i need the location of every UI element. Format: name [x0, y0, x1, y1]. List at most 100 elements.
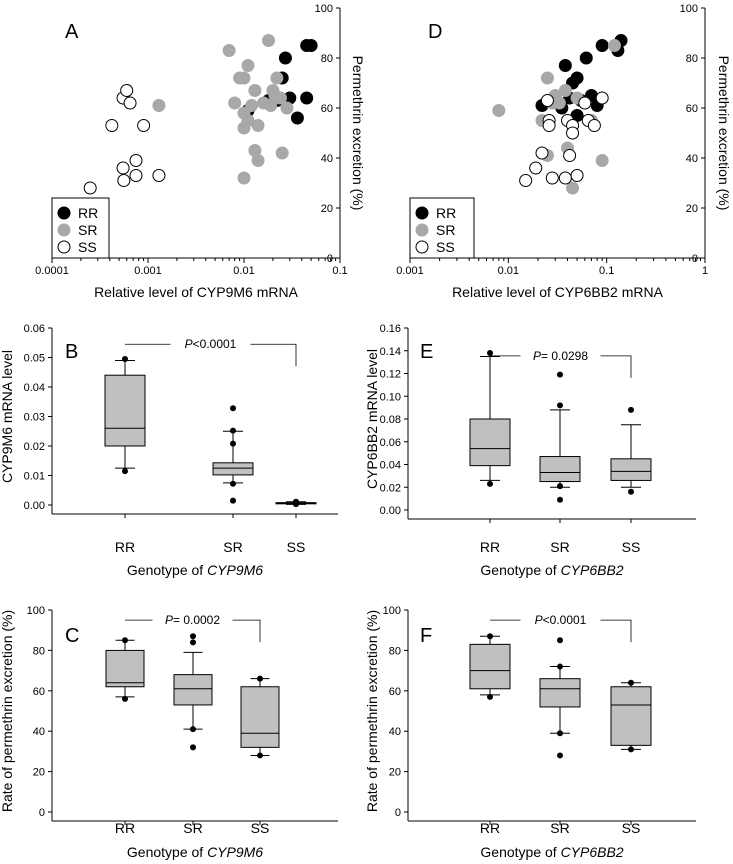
y-tick-label: 60 [686, 103, 698, 115]
point-rr [300, 91, 314, 105]
x-axis-label: Genotype of CYP6BB2 [480, 844, 623, 860]
legend-label: SR [78, 222, 97, 238]
outlier-point [257, 675, 263, 682]
box-rr [104, 374, 146, 447]
y-tick-label: 40 [389, 726, 401, 738]
box-rr [469, 643, 511, 690]
point-sr [251, 154, 265, 167]
y-tick-label: 0.02 [380, 482, 401, 494]
outlier-point [190, 726, 196, 733]
category-label: SR [550, 820, 569, 836]
category-label: SR [223, 539, 242, 555]
point-ss [519, 174, 533, 187]
significance-value: <0.0001 [193, 337, 237, 351]
point-sr [275, 146, 289, 160]
legend-label: SS [436, 239, 455, 255]
significance-p: P [535, 613, 543, 627]
point-sr [228, 96, 242, 110]
point-sr [262, 34, 276, 47]
point-sr [552, 96, 566, 110]
x-axis-label: Genotype of CYP9M6 [127, 844, 263, 860]
point-ss [587, 119, 601, 132]
y-tick-label: 0.06 [24, 323, 45, 335]
x-tick-label: 0.001 [396, 265, 424, 277]
point-ss [540, 94, 554, 107]
x-axis-label: Relative level of CYP9M6 mRNA [94, 284, 299, 300]
x-axis-label-prefix: Genotype of [480, 562, 560, 578]
significance-bracket [490, 619, 632, 643]
point-ss [570, 169, 584, 182]
legend-label: RR [78, 205, 98, 221]
y-tick-label: 0.16 [380, 323, 401, 335]
legend-marker-rr [415, 206, 429, 220]
outlier-point [122, 695, 128, 702]
y-tick-label: 0.12 [380, 369, 401, 381]
box-rr [105, 649, 145, 688]
outlier-point [557, 496, 563, 503]
panel-c: 0 20 40 60 80 100 RR SR SS P= 0.0002 C Genotype of … [0, 605, 338, 860]
box-rr [469, 418, 511, 467]
panel-letter: B [65, 341, 78, 363]
outlier-point [487, 633, 493, 640]
point-rr [304, 39, 318, 52]
outlier-point [122, 637, 128, 644]
y-tick-label: 0.00 [24, 500, 45, 512]
y-tick-label: 0 [39, 807, 45, 819]
box-sr [539, 456, 581, 483]
outlier-point [122, 355, 128, 362]
category-label: SR [183, 820, 202, 836]
point-sr [566, 181, 580, 195]
outlier-point [557, 752, 563, 759]
x-axis-label-prefix: Genotype of [127, 844, 207, 860]
y-tick-label: 0.04 [380, 460, 401, 472]
point-ss [566, 126, 580, 140]
outlier-point [557, 371, 563, 378]
point-ss [563, 149, 577, 162]
category-label: RR [115, 820, 135, 836]
box-ss [610, 458, 652, 481]
point-rr [570, 71, 584, 85]
y-tick-label: 80 [321, 53, 333, 65]
y-axis-label: CYP9M6 mRNA level [0, 350, 15, 483]
significance-bracket [490, 355, 632, 378]
category-label: SS [287, 539, 306, 555]
y-tick-label: 0 [395, 807, 401, 819]
category-label: RR [480, 539, 500, 555]
y-axis-label: Permethrin excretion (%) [716, 56, 732, 211]
legend-label: RR [436, 205, 456, 221]
point-sr [270, 71, 284, 85]
point-ss [123, 96, 137, 110]
y-tick-label: 0.01 [24, 471, 45, 483]
x-axis-label: Relative level of CYP6BB2 mRNA [452, 284, 664, 300]
outlier-point [230, 405, 236, 412]
panel-letter: C [65, 625, 79, 647]
point-ss [137, 119, 151, 132]
y-tick-label: 0.04 [24, 382, 45, 394]
significance-label: P<0.0001 [535, 613, 587, 627]
significance-label: P<0.0001 [185, 337, 237, 351]
point-sr [241, 59, 255, 72]
legend-marker-rr [57, 206, 71, 220]
point-ss [152, 169, 166, 182]
x-axis-label-gene: CYP6BB2 [561, 844, 624, 860]
panel-b: 0.00 0.01 0.02 0.03 0.04 0.05 0.06 RR SR SS P<0.00… [0, 323, 338, 578]
legend-label: SR [436, 222, 455, 238]
y-tick-label: 20 [389, 767, 401, 779]
point-sr [492, 104, 506, 117]
y-axis-label: CYP6BB2 mRNA level [364, 349, 380, 489]
y-tick-label: 20 [686, 203, 698, 215]
x-tick-label: 0.0001 [35, 265, 69, 277]
y-axis-label: Rate of permethrin excretion (%) [0, 610, 15, 812]
outlier-point [190, 744, 196, 751]
point-ss [105, 119, 119, 132]
panel-letter: F [420, 625, 432, 647]
x-tick-label: 0.01 [498, 265, 519, 277]
point-ss [542, 119, 556, 132]
point-ss [116, 161, 130, 175]
point-sr [237, 121, 251, 135]
point-ss [545, 171, 559, 185]
x-tick-label: 0.1 [599, 265, 614, 277]
y-tick-label: 40 [321, 153, 333, 165]
